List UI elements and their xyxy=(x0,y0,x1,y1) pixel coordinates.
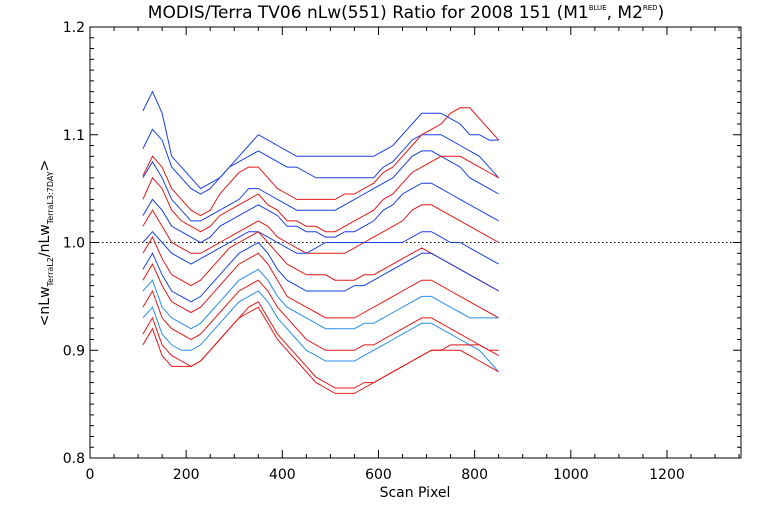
ylabel-a: <nLw xyxy=(37,286,53,326)
y-tick-label: 1.1 xyxy=(63,128,85,144)
ylabel-b-sub: TerraL3:7DAY xyxy=(46,171,55,225)
series-group xyxy=(142,90,500,394)
series-line-12 xyxy=(142,268,499,330)
ylabel-a-sub: TerraL2 xyxy=(46,257,55,287)
y-tick-label: 0.8 xyxy=(63,451,85,467)
y-tick-label: 0.9 xyxy=(63,343,85,359)
series-line-13 xyxy=(142,279,499,351)
series-line-16 xyxy=(142,306,499,394)
x-tick-label: 1000 xyxy=(553,467,589,483)
chart-title: MODIS/Terra TV06 nLw(551) Ratio for 2008… xyxy=(148,3,664,23)
ylabel-b: /nLw xyxy=(37,224,53,257)
x-tick-label: 600 xyxy=(365,467,392,483)
y-axis-label: <nLwTerraL2/nLwTerraL3:7DAY> xyxy=(37,160,55,327)
x-axis-label: Scan Pixel xyxy=(380,485,451,501)
y-tick-label: 1.0 xyxy=(63,236,85,252)
series-line-11 xyxy=(142,252,499,319)
series-line-8 xyxy=(142,230,499,265)
x-tick-label: 800 xyxy=(461,467,488,483)
title-mid: , M2 xyxy=(607,3,643,23)
series-line-2 xyxy=(142,128,500,195)
x-tick-label: 0 xyxy=(86,467,95,483)
x-tick-label: 1200 xyxy=(649,467,685,483)
series-line-3 xyxy=(142,107,500,217)
series-line-6 xyxy=(142,182,499,244)
x-tick-label: 200 xyxy=(173,467,200,483)
title-sup-red: RED xyxy=(643,4,658,12)
series-line-7 xyxy=(142,204,499,254)
series-line-4 xyxy=(142,150,499,222)
y-axis-ticks: 0.8 0.9 1.0 1.1 1.2 xyxy=(63,20,741,467)
x-tick-label: 400 xyxy=(269,467,296,483)
series-line-5 xyxy=(142,155,499,233)
title-sup-blue: BLUE xyxy=(589,4,607,12)
series-line-10 xyxy=(142,241,499,303)
series-line-14 xyxy=(142,290,500,373)
x-axis-ticks: 0 200 400 600 800 1000 1200 xyxy=(86,27,740,483)
ylabel-c: > xyxy=(37,160,53,172)
series-line-1 xyxy=(142,90,499,190)
y-tick-label: 1.2 xyxy=(63,20,85,36)
title-main: MODIS/Terra TV06 nLw(551) Ratio for 2008… xyxy=(148,3,589,23)
title-end: ) xyxy=(658,3,665,23)
